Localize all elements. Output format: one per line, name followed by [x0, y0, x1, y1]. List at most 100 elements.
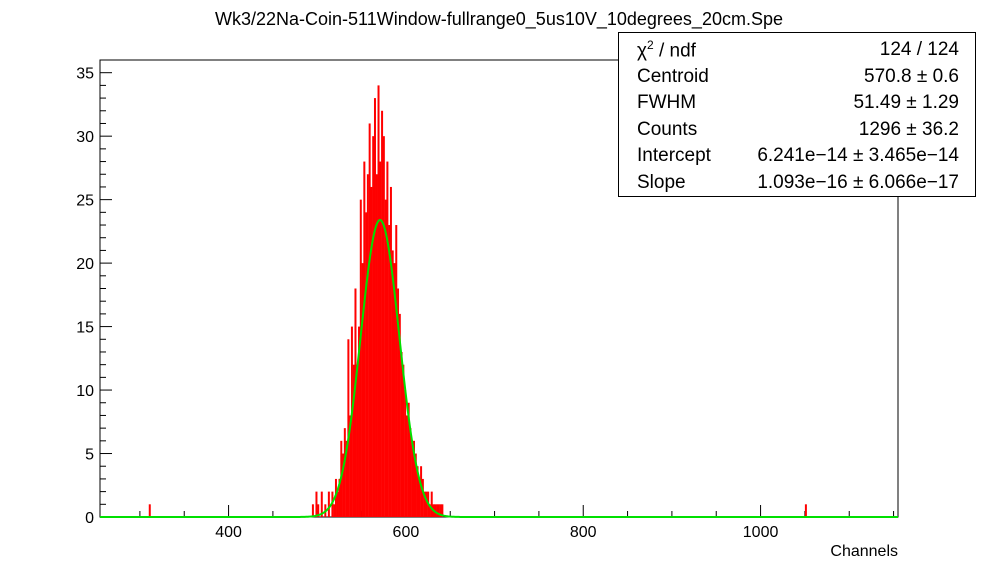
histogram-bin [317, 504, 320, 517]
stats-label: Slope [637, 171, 686, 193]
stats-value: 6.241e−14 ± 3.465e−14 [757, 145, 959, 166]
fit-curve [100, 218, 898, 518]
y-tick-label: 20 [76, 256, 94, 273]
histogram-bin [320, 491, 323, 517]
stats-value: 51.49 ± 1.29 [853, 92, 959, 113]
histogram-bin [437, 504, 440, 517]
stats-label: Centroid [637, 65, 709, 87]
x-tick-label: 600 [393, 524, 420, 541]
histogram-bin [148, 504, 151, 517]
histogram-bin [400, 351, 403, 517]
histogram-bin [428, 504, 431, 517]
histogram-bin [439, 504, 442, 517]
y-tick-label: 0 [85, 510, 94, 527]
stats-label: Counts [637, 118, 698, 140]
stats-row: FWHM 51.49 ± 1.29 [637, 90, 959, 116]
histogram-bin [391, 250, 394, 517]
histogram-bin [356, 364, 359, 517]
y-tick-label: 35 [76, 66, 94, 83]
histogram-bin [349, 415, 352, 517]
histogram-bin [370, 186, 373, 517]
histogram-bin [397, 288, 400, 517]
stats-row: χ2 / ndf 124 / 124 [637, 37, 959, 63]
histogram-bin [436, 504, 439, 517]
stats-box: χ2 / ndf 124 / 124 Centroid 570.8 ± 0.6 FWHM… [618, 32, 976, 197]
histogram-bin [377, 85, 380, 517]
histogram-bin [381, 110, 384, 518]
histogram-bin [393, 263, 396, 517]
histogram-bin [345, 440, 348, 517]
x-tick-label: 1000 [743, 524, 779, 541]
histogram-bin [350, 326, 353, 517]
stats-label: Intercept [637, 145, 711, 166]
tick-labels: 400 600 800 1000 0 5 10 15 20 25 30 35 [76, 66, 778, 541]
histogram-bin [388, 225, 391, 517]
y-tick-label: 30 [76, 129, 94, 146]
stats-row: Counts 1296 ± 36.2 [637, 117, 959, 143]
histogram-bin [407, 402, 410, 517]
x-tick-label: 400 [215, 524, 242, 541]
histogram-bin [398, 313, 401, 517]
histogram-bin [379, 161, 382, 518]
stats-row: Centroid 570.8 ± 0.6 [637, 64, 959, 90]
y-tick-label: 5 [85, 447, 94, 464]
histogram-bin [384, 199, 387, 517]
histogram-bin [334, 478, 337, 517]
stats-label: χ2 / ndf [637, 37, 696, 62]
y-tick-label: 10 [76, 383, 94, 400]
histogram-bin [311, 504, 314, 517]
histogram-bin [804, 504, 807, 517]
histogram-bin [402, 364, 405, 517]
histogram-bin [411, 440, 414, 517]
chart-title: Wk3/22Na-Coin-511Window-fullrange0_5us10… [215, 9, 783, 30]
histogram-bin [420, 466, 423, 517]
histogram-bin [327, 491, 330, 517]
histogram-bin [395, 225, 398, 517]
stats-value: 1296 ± 36.2 [858, 118, 959, 140]
stats-value: 1.093e−16 ± 6.066e−17 [757, 171, 959, 193]
histogram-bin [412, 440, 415, 517]
histogram-bin [333, 504, 336, 517]
histogram-bin [352, 364, 355, 517]
histogram-bin [386, 161, 389, 518]
histogram-bin [372, 136, 375, 517]
histogram-bin [368, 123, 371, 517]
stats-row: Slope 1.093e−16 ± 6.066e−17 [637, 170, 959, 196]
histogram-bin [363, 161, 366, 518]
histogram-bin [338, 478, 341, 517]
histogram-bin [373, 98, 376, 517]
histogram-bin [425, 491, 428, 517]
y-tick-label: 25 [76, 193, 94, 210]
y-tick-label: 15 [76, 320, 94, 337]
histogram-bin [365, 212, 368, 518]
histogram-bin [423, 491, 426, 517]
stats-label: FWHM [637, 92, 697, 113]
histogram-bin [359, 199, 362, 517]
x-axis-label: Channels [830, 543, 898, 560]
histogram-bin [375, 174, 378, 517]
histogram-bin [354, 288, 357, 517]
histogram-bin [404, 390, 407, 517]
histogram-bin [343, 428, 346, 517]
histogram-bin [414, 453, 417, 517]
histogram-bin [405, 415, 408, 517]
histogram-bins [148, 85, 807, 518]
histogram-bin [347, 339, 350, 517]
histogram-bin [416, 466, 419, 517]
stats-row: Intercept 6.241e−14 ± 3.465e−14 [637, 143, 959, 169]
histogram-bin [315, 491, 318, 517]
histogram-bin [366, 174, 369, 517]
histogram-bin [336, 491, 339, 517]
histogram-bin [358, 326, 361, 517]
histogram-bin [361, 263, 364, 517]
histogram-bin [421, 478, 424, 517]
x-tick-label: 800 [570, 524, 597, 541]
stats-value: 124 / 124 [879, 39, 959, 60]
histogram-bin [342, 453, 345, 517]
histogram-bin [430, 491, 433, 517]
histogram-bin [389, 186, 392, 517]
histogram-bin [418, 478, 421, 517]
histogram-bin [409, 428, 412, 517]
histogram-bin [441, 504, 444, 517]
